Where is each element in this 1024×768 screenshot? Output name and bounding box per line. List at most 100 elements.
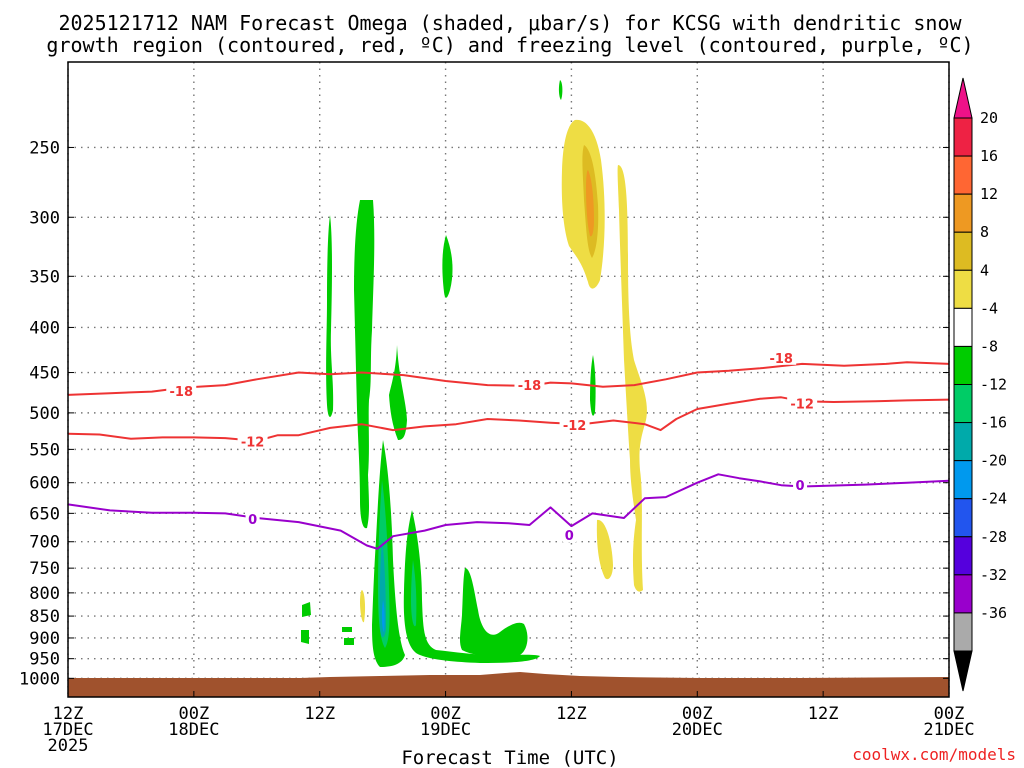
y-tick-label: 250 <box>29 138 60 158</box>
x-tick-label: 17DEC <box>42 720 93 740</box>
y-tick-label: 650 <box>29 504 60 524</box>
omega-region-negative-a <box>326 215 334 417</box>
plot-area: -18 -18 -18 -12 -12 -12 0 0 0 <box>67 61 950 698</box>
chart-title-line-2: growth region (contoured, red, ºC) and f… <box>46 33 973 57</box>
omega-region-negative-i <box>301 630 309 644</box>
colorbar-swatch <box>953 269 973 309</box>
ground-terrain <box>68 672 949 697</box>
contour-line-0 <box>67 473 950 550</box>
omega-region-positive-small <box>360 590 366 623</box>
omega-region-negative-f <box>403 510 540 663</box>
y-tick-label: 900 <box>29 629 60 649</box>
omega-region-positive-low <box>596 519 613 580</box>
x-tick-label: 12Z <box>556 704 587 724</box>
omega-region-negative-h <box>302 602 311 617</box>
contour-label: -12 <box>790 398 814 413</box>
contour-label: -18 <box>769 352 793 367</box>
colorbar-swatch <box>953 231 973 271</box>
chart-title-line-1: 2025121712 NAM Forecast Omega (shaded, μ… <box>58 11 962 35</box>
x-tick-label: 12Z <box>304 704 335 724</box>
contour-label: -18 <box>518 379 542 394</box>
x-tick-label: 18DEC <box>168 720 219 740</box>
colorbar: 20 16 12 8 4 -4 -8 -12 -16 -20 -24 -28 -32 -36 <box>953 77 1007 692</box>
omega-region-positive-column <box>617 165 647 592</box>
colorbar-label: 16 <box>980 147 998 165</box>
colorbar-label: -4 <box>980 299 998 317</box>
x-tick-label: 00Z <box>178 704 209 724</box>
omega-region-negative-b <box>354 200 375 529</box>
colorbar-label: 12 <box>980 185 998 203</box>
colorbar-label: -28 <box>980 528 1007 546</box>
contour-label-background <box>562 527 577 543</box>
contour-label-background <box>559 416 590 432</box>
y-tick-label: 600 <box>29 474 60 494</box>
y-tick-label: 500 <box>29 404 60 424</box>
y-tick-label: 700 <box>29 533 60 553</box>
temperature-contours: -18 -18 -18 -12 -12 -12 0 0 0 <box>67 349 950 550</box>
contour-label-background <box>166 382 197 398</box>
contour-label-background <box>787 395 818 411</box>
contour-label: 0 <box>248 513 257 528</box>
contour-label: -12 <box>563 419 587 434</box>
colorbar-label: -12 <box>980 376 1007 394</box>
plot-frame <box>67 61 950 698</box>
colorbar-swatch <box>953 536 973 576</box>
omega-region-positive-max <box>586 170 594 237</box>
x-tick-label: 2025 <box>48 736 89 756</box>
colorbar-label: -36 <box>980 604 1007 622</box>
omega-region-negative-g <box>459 568 528 657</box>
omega-region-negative-c <box>442 235 453 298</box>
colorbar-swatch <box>953 155 973 195</box>
contour-label-background <box>514 377 545 393</box>
colorbar-label: -24 <box>980 490 1007 508</box>
y-tick-label: 550 <box>29 440 60 460</box>
colorbar-swatch <box>953 384 973 424</box>
y-tick-label: 400 <box>29 318 60 338</box>
x-tick-label: 20DEC <box>672 720 723 740</box>
y-axis-pressure: 2503003504004505005506006507007508008509… <box>19 138 949 689</box>
y-tick-label: 450 <box>29 364 60 384</box>
colorbar-swatch <box>953 345 973 385</box>
contour-label: 0 <box>565 529 574 544</box>
colorbar-swatch <box>953 498 973 538</box>
contour-label-background <box>237 433 268 449</box>
y-tick-label: 350 <box>29 267 60 287</box>
x-axis-label: Forecast Time (UTC) <box>401 747 618 768</box>
colorbar-swatch <box>953 193 973 233</box>
omega-shading <box>301 80 647 667</box>
x-tick-label: 00Z <box>682 704 713 724</box>
colorbar-label: 8 <box>980 223 989 241</box>
colorbar-bottom-arrow <box>953 650 973 692</box>
y-tick-label: 950 <box>29 650 60 670</box>
x-tick-label: 00Z <box>430 704 461 724</box>
x-tick-label: 19DEC <box>420 720 471 740</box>
colorbar-label: 4 <box>980 261 989 279</box>
y-tick-label: 300 <box>29 208 60 228</box>
omega-region-negative-main-max <box>381 600 385 632</box>
contour-label: -18 <box>170 385 194 400</box>
omega-region-negative-top-speck <box>558 80 563 100</box>
contour-line--12 <box>67 396 950 442</box>
y-tick-label: 1000 <box>19 669 60 689</box>
contour-label: 0 <box>796 479 805 494</box>
contour-label: -12 <box>241 436 265 451</box>
colorbar-swatch <box>953 574 973 614</box>
omega-region-negative-k <box>344 638 354 645</box>
credit-text: coolwx.com/models <box>852 745 1016 764</box>
colorbar-swatch <box>953 612 973 652</box>
colorbar-swatch <box>953 307 973 347</box>
y-tick-label: 800 <box>29 584 60 604</box>
x-tick-label: 21DEC <box>923 720 974 740</box>
x-tick-label: 00Z <box>934 704 965 724</box>
colorbar-label: -16 <box>980 414 1007 432</box>
x-tick-label: 12Z <box>53 704 84 724</box>
colorbar-swatch <box>953 460 973 500</box>
colorbar-label: -32 <box>980 566 1007 584</box>
contour-label-background <box>245 511 260 527</box>
y-tick-label: 850 <box>29 607 60 627</box>
plot-background <box>68 62 949 697</box>
omega-region-negative-j <box>342 627 352 632</box>
colorbar-swatch <box>953 422 973 462</box>
